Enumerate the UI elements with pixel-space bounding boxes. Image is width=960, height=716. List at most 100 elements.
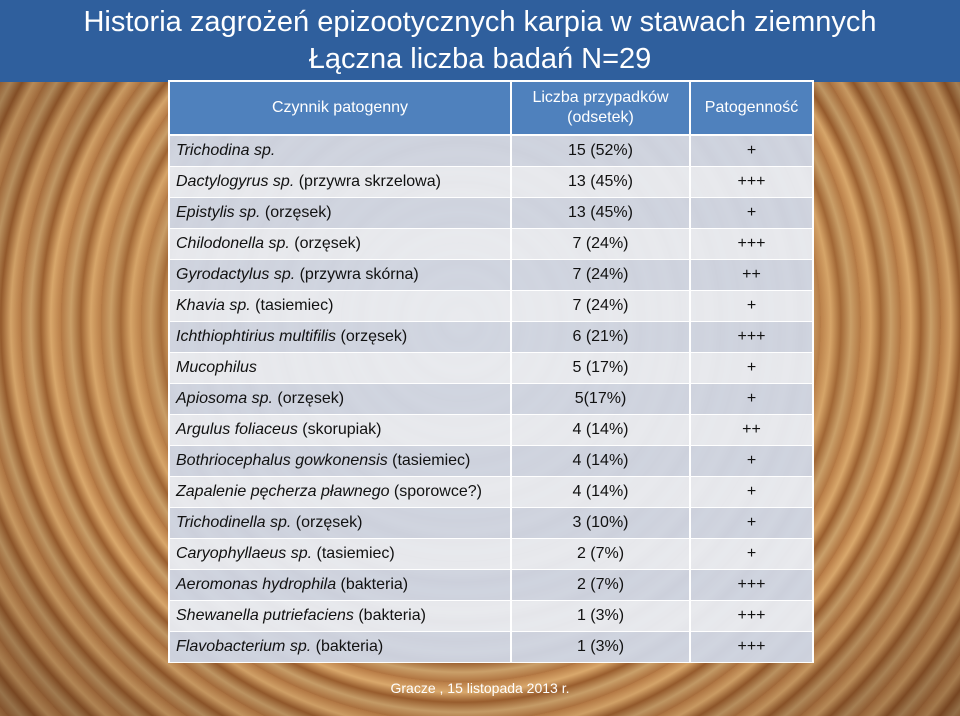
pathogen-latin-name: Chilodonella sp.: [176, 235, 290, 252]
header-cases: Liczba przypadków (odsetek): [510, 80, 691, 136]
case-count-cell: 4 (14%): [510, 445, 691, 477]
case-count-cell: 6 (21%): [510, 321, 691, 353]
case-count-cell: 5 (17%): [510, 352, 691, 384]
header-cases-line1: Liczba przypadków: [532, 89, 669, 106]
header-factor: Czynnik patogenny: [168, 80, 512, 136]
table-row: Epistylis sp. (orzęsek) 13 (45%) +: [168, 197, 814, 229]
header-pathogenicity: Patogenność: [689, 80, 814, 136]
case-count-cell: 1 (3%): [510, 600, 691, 632]
case-count-cell: 7 (24%): [510, 228, 691, 260]
pathogen-description: (bakteria): [336, 576, 409, 593]
pathogen-description: (tasiemiec): [312, 545, 395, 562]
table-row: Flavobacterium sp. (bakteria) 1 (3%) +++: [168, 631, 814, 663]
pathogen-name-cell: Epistylis sp. (orzęsek): [168, 197, 512, 229]
pathogen-description: (przywra skórna): [295, 266, 419, 283]
pathogen-name-cell: Dactylogyrus sp. (przywra skrzelowa): [168, 166, 512, 198]
pathogen-name-cell: Trichodina sp.: [168, 135, 512, 167]
pathogenicity-cell: +: [689, 383, 814, 415]
header-cases-line2: (odsetek): [567, 109, 634, 126]
pathogen-description: (tasiemiec): [250, 297, 334, 314]
title-line-1: Historia zagrożeń epizootycznych karpia …: [83, 6, 877, 38]
pathogenicity-cell: +: [689, 476, 814, 508]
pathogenicity-cell: +++: [689, 228, 814, 260]
pathogen-description: (tasiemiec): [387, 452, 471, 469]
pathogen-name-cell: Aeromonas hydrophila (bakteria): [168, 569, 512, 601]
table-row: Trichodina sp. 15 (52%) +: [168, 135, 814, 167]
pathogen-name-cell: Shewanella putriefaciens (bakteria): [168, 600, 512, 632]
case-count-cell: 13 (45%): [510, 166, 691, 198]
table-header-row: Czynnik patogenny Liczba przypadków (ods…: [168, 80, 814, 136]
pathogen-name-cell: Trichodinella sp. (orzęsek): [168, 507, 512, 539]
pathogenicity-cell: +: [689, 507, 814, 539]
pathogen-description: (orzęsek): [289, 235, 361, 252]
table-row: Argulus foliaceus (skorupiak) 4 (14%) ++: [168, 414, 814, 446]
pathogen-latin-name: Argulus foliaceus: [176, 421, 298, 438]
pathogen-name-cell: Argulus foliaceus (skorupiak): [168, 414, 512, 446]
table-row: Dactylogyrus sp. (przywra skrzelowa) 13 (…: [168, 166, 814, 198]
pathogen-description: (bakteria): [353, 607, 426, 624]
pathogen-description: (bakteria): [311, 638, 384, 655]
pathogenicity-cell: +++: [689, 321, 814, 353]
table-row: Apiosoma sp. (orzęsek) 5(17%) +: [168, 383, 814, 415]
pathogenicity-cell: +: [689, 290, 814, 322]
pathogenicity-cell: ++: [689, 259, 814, 291]
pathogenicity-cell: +: [689, 135, 814, 167]
pathogen-description: (orzęsek): [291, 514, 363, 531]
pathogen-description: (orzęsek): [272, 390, 345, 407]
table-row: Mucophilus 5 (17%) +: [168, 352, 814, 384]
table-row: Trichodinella sp. (orzęsek) 3 (10%) +: [168, 507, 814, 539]
pathogenicity-cell: +++: [689, 569, 814, 601]
pathogen-name-cell: Zapalenie pęcherza pławnego (sporowce?): [168, 476, 512, 508]
pathogenicity-cell: ++: [689, 414, 814, 446]
table-row: Chilodonella sp. (orzęsek) 7 (24%) +++: [168, 228, 814, 260]
case-count-cell: 1 (3%): [510, 631, 691, 663]
case-count-cell: 2 (7%): [510, 569, 691, 601]
pathogen-latin-name: Dactylogyrus sp.: [176, 173, 295, 190]
case-count-cell: 2 (7%): [510, 538, 691, 570]
case-count-cell: 3 (10%): [510, 507, 691, 539]
pathogen-name-cell: Gyrodactylus sp. (przywra skórna): [168, 259, 512, 291]
pathogen-name-cell: Khavia sp. (tasiemiec): [168, 290, 512, 322]
pathogen-latin-name: Bothriocephalus gowkonensis: [176, 452, 388, 469]
table-row: Khavia sp. (tasiemiec) 7 (24%) +: [168, 290, 814, 322]
pathogen-description: (skorupiak): [297, 421, 382, 438]
pathogen-latin-name: Gyrodactylus sp.: [176, 266, 296, 283]
table-row: Gyrodactylus sp. (przywra skórna) 7 (24%)…: [168, 259, 814, 291]
pathogen-latin-name: Aeromonas hydrophila: [176, 576, 337, 593]
pathogenicity-cell: +++: [689, 631, 814, 663]
case-count-cell: 15 (52%): [510, 135, 691, 167]
pathogen-name-cell: Bothriocephalus gowkonensis (tasiemiec): [168, 445, 512, 477]
pathogen-latin-name: Trichodina sp.: [176, 142, 276, 159]
pathogenicity-cell: +: [689, 197, 814, 229]
case-count-cell: 5(17%): [510, 383, 691, 415]
pathogen-name-cell: Flavobacterium sp. (bakteria): [168, 631, 512, 663]
title-line-2: Łączna liczba badań N=29: [308, 43, 652, 75]
pathogen-name-cell: Apiosoma sp. (orzęsek): [168, 383, 512, 415]
pathogen-latin-name: Khavia sp.: [176, 297, 251, 314]
case-count-cell: 4 (14%): [510, 476, 691, 508]
table-row: Aeromonas hydrophila (bakteria) 2 (7%) +++: [168, 569, 814, 601]
pathogen-latin-name: Caryophyllaeus sp.: [176, 545, 313, 562]
pathogen-latin-name: Mucophilus: [176, 359, 257, 376]
table-row: Ichthiophtirius multifilis (orzęsek) 6 (2…: [168, 321, 814, 353]
table-row: Shewanella putriefaciens (bakteria) 1 (3%…: [168, 600, 814, 632]
pathogen-table: Czynnik patogenny Liczba przypadków (ods…: [168, 80, 814, 663]
pathogen-description: (sporowce?): [389, 483, 482, 500]
pathogen-name-cell: Ichthiophtirius multifilis (orzęsek): [168, 321, 512, 353]
pathogen-latin-name: Shewanella putriefaciens: [176, 607, 354, 624]
pathogen-name-cell: Caryophyllaeus sp. (tasiemiec): [168, 538, 512, 570]
pathogenicity-cell: +: [689, 352, 814, 384]
pathogen-description: (orzęsek): [260, 204, 332, 221]
pathogen-latin-name: Ichthiophtirius multifilis: [176, 328, 337, 345]
case-count-cell: 7 (24%): [510, 259, 691, 291]
table-row: Bothriocephalus gowkonensis (tasiemiec) 4…: [168, 445, 814, 477]
pathogen-latin-name: Apiosoma sp.: [176, 390, 273, 407]
pathogen-latin-name: Epistylis sp.: [176, 204, 261, 221]
footer-text: Gracze , 15 listopada 2013 r.: [390, 680, 570, 696]
pathogenicity-cell: +: [689, 538, 814, 570]
title-band: [0, 0, 960, 82]
case-count-cell: 4 (14%): [510, 414, 691, 446]
pathogen-name-cell: Chilodonella sp. (orzęsek): [168, 228, 512, 260]
pathogen-name-cell: Mucophilus: [168, 352, 512, 384]
pathogen-latin-name: Flavobacterium sp.: [176, 638, 312, 655]
